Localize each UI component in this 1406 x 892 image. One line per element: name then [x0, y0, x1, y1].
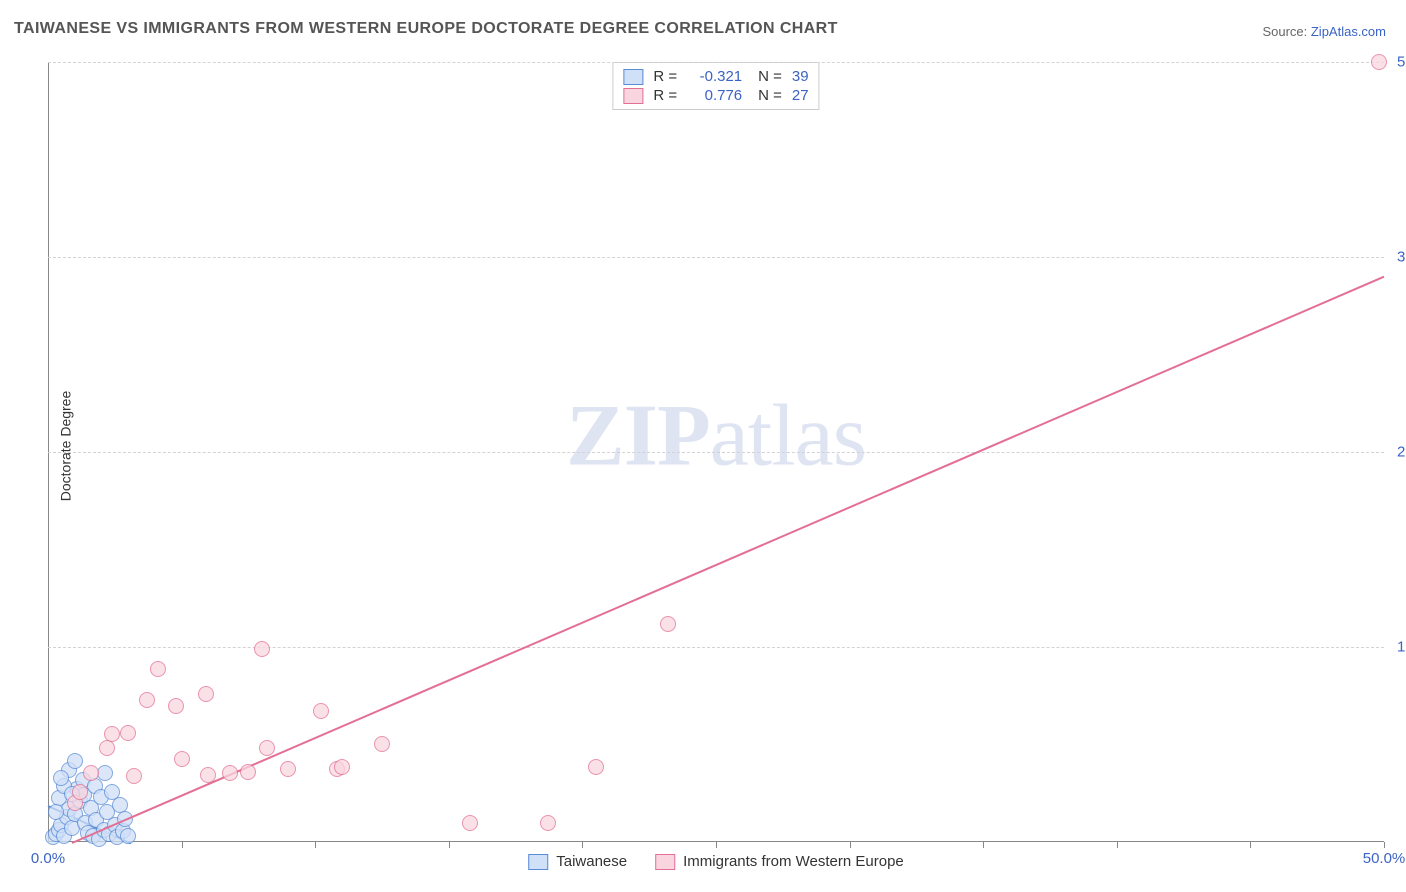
trend-line-western_europe	[72, 276, 1385, 844]
y-tick-label: 50.0%	[1387, 54, 1406, 71]
data-point-western_europe	[313, 703, 329, 719]
x-axis-max-label: 50.0%	[1363, 850, 1406, 867]
data-point-western_europe	[104, 726, 120, 742]
r-value-taiwanese: -0.321	[687, 68, 742, 85]
r-label: R =	[653, 68, 677, 85]
x-tick	[182, 842, 183, 848]
data-point-western_europe	[240, 764, 256, 780]
data-point-western_europe	[126, 768, 142, 784]
legend-row-taiwanese: R = -0.321 N = 39	[623, 67, 808, 86]
legend-item-western-europe: Immigrants from Western Europe	[655, 853, 904, 870]
data-point-western_europe	[660, 616, 676, 632]
data-point-western_europe	[99, 740, 115, 756]
data-point-western_europe	[198, 686, 214, 702]
y-tick-label: 25.0%	[1387, 444, 1406, 461]
plot-area: ZIPatlas 0.0% 50.0% R = -0.321 N = 39 R …	[48, 62, 1384, 842]
r-label: R =	[653, 87, 677, 104]
watermark: ZIPatlas	[566, 386, 866, 487]
data-point-taiwanese	[67, 753, 83, 769]
data-point-western_europe	[588, 759, 604, 775]
n-value-western-europe: 27	[792, 87, 809, 104]
swatch-western-europe-icon	[623, 88, 643, 104]
data-point-western_europe	[259, 740, 275, 756]
x-tick	[716, 842, 717, 848]
data-point-taiwanese	[97, 765, 113, 781]
data-point-western_europe	[374, 736, 390, 752]
legend-item-taiwanese: Taiwanese	[528, 853, 627, 870]
gridline	[48, 647, 1384, 648]
y-tick-label: 12.5%	[1387, 639, 1406, 656]
legend-label-western-europe: Immigrants from Western Europe	[683, 853, 904, 870]
source-prefix: Source:	[1262, 24, 1310, 39]
swatch-taiwanese-icon	[623, 69, 643, 85]
data-point-western_europe	[222, 765, 238, 781]
source-attribution: Source: ZipAtlas.com	[1262, 24, 1386, 39]
x-tick	[983, 842, 984, 848]
y-tick-label: 37.5%	[1387, 249, 1406, 266]
data-point-western_europe	[1371, 54, 1387, 70]
legend-row-western-europe: R = 0.776 N = 27	[623, 86, 808, 105]
data-point-taiwanese	[48, 804, 64, 820]
x-axis-origin-label: 0.0%	[31, 850, 65, 867]
x-tick	[1384, 842, 1385, 848]
swatch-taiwanese-icon	[528, 854, 548, 870]
data-point-taiwanese	[53, 770, 69, 786]
data-point-western_europe	[540, 815, 556, 831]
data-point-western_europe	[168, 698, 184, 714]
data-point-taiwanese	[120, 828, 136, 844]
data-point-western_europe	[72, 784, 88, 800]
x-tick	[850, 842, 851, 848]
data-point-western_europe	[83, 765, 99, 781]
data-point-western_europe	[174, 751, 190, 767]
swatch-western-europe-icon	[655, 854, 675, 870]
data-point-western_europe	[120, 725, 136, 741]
gridline	[48, 62, 1384, 63]
data-point-western_europe	[139, 692, 155, 708]
n-label: N =	[758, 68, 782, 85]
x-tick	[1117, 842, 1118, 848]
watermark-zip: ZIP	[566, 388, 710, 485]
watermark-atlas: atlas	[710, 388, 866, 485]
data-point-western_europe	[200, 767, 216, 783]
x-tick	[582, 842, 583, 848]
data-point-western_europe	[462, 815, 478, 831]
n-label: N =	[758, 87, 782, 104]
x-tick	[315, 842, 316, 848]
gridline	[48, 257, 1384, 258]
data-point-western_europe	[254, 641, 270, 657]
r-value-western-europe: 0.776	[687, 87, 742, 104]
gridline	[48, 452, 1384, 453]
data-point-western_europe	[150, 661, 166, 677]
source-link[interactable]: ZipAtlas.com	[1311, 24, 1386, 39]
n-value-taiwanese: 39	[792, 68, 809, 85]
chart-title: TAIWANESE VS IMMIGRANTS FROM WESTERN EUR…	[14, 20, 838, 38]
series-legend: Taiwanese Immigrants from Western Europe	[528, 853, 904, 870]
legend-label-taiwanese: Taiwanese	[556, 853, 627, 870]
data-point-western_europe	[280, 761, 296, 777]
x-tick	[1250, 842, 1251, 848]
correlation-legend: R = -0.321 N = 39 R = 0.776 N = 27	[612, 62, 819, 110]
x-tick	[449, 842, 450, 848]
data-point-western_europe	[334, 759, 350, 775]
